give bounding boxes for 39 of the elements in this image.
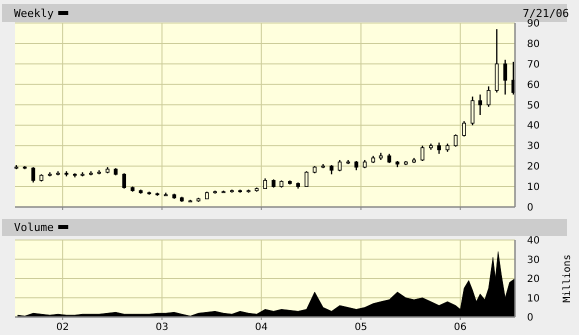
candlestick xyxy=(486,86,490,108)
candlestick xyxy=(122,172,126,190)
y-tick-label: 30 xyxy=(527,141,540,152)
y-tick-label: 50 xyxy=(527,100,540,112)
y-tick-label: 0 xyxy=(527,202,534,214)
candlestick xyxy=(338,159,342,172)
candlestick xyxy=(304,170,308,188)
x-tick-label: 03 xyxy=(156,322,168,333)
y-tick-label: 20 xyxy=(527,274,540,285)
y-tick-label: 40 xyxy=(527,120,540,132)
x-tick-label: 06 xyxy=(454,322,467,333)
candlestick xyxy=(31,166,36,184)
y-tick-label: 60 xyxy=(527,80,540,91)
y-tick-label: 10 xyxy=(527,293,540,304)
y-tick-label: 70 xyxy=(527,59,540,70)
text: 7/21/06 xyxy=(522,7,569,20)
candlestick xyxy=(470,96,474,126)
candlestick xyxy=(420,145,424,162)
chart-title: Volume xyxy=(14,221,54,234)
y-axis-title: Millions xyxy=(562,254,573,303)
y-tick-label: 40 xyxy=(527,236,540,246)
chart-title: Weekly xyxy=(14,7,54,20)
candlestick xyxy=(387,153,392,164)
x-tick-label: 02 xyxy=(56,322,69,333)
y-tick-label: 0 xyxy=(527,312,534,324)
y-tick-label: 80 xyxy=(527,38,540,50)
y-tick-label: 20 xyxy=(527,162,540,173)
candlestick xyxy=(437,142,441,154)
candlestick xyxy=(263,178,268,190)
y-tick-label: 10 xyxy=(527,182,540,194)
candlestick xyxy=(454,134,458,148)
y-tick-label: 90 xyxy=(527,18,540,30)
candlestick xyxy=(503,59,508,96)
candlestick xyxy=(354,160,358,171)
x-tick-label: 04 xyxy=(254,322,268,333)
candlestick xyxy=(330,164,334,175)
y-tick-label: 30 xyxy=(527,254,540,266)
x-tick-label: 05 xyxy=(354,322,368,333)
candlestick xyxy=(462,120,466,138)
